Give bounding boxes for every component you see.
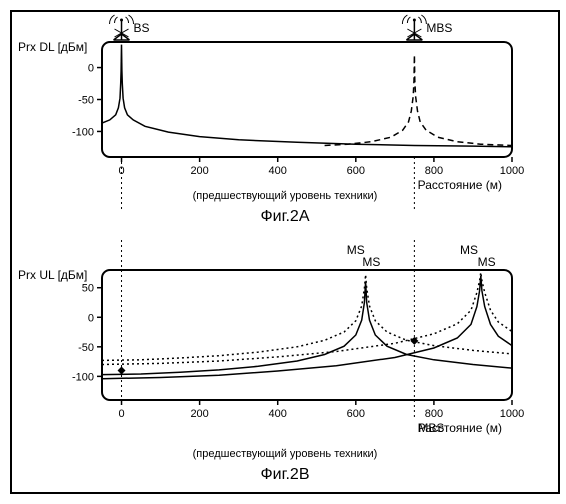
xtick-label: 1000 (500, 408, 524, 420)
ytick-label: -100 (72, 371, 94, 383)
chart-b-caption: Фиг.2B (12, 466, 558, 484)
antenna-label: MBS (426, 21, 452, 35)
plot-border (102, 270, 512, 400)
chart-a-prior-art: (предшествующий уровень техники) (12, 190, 558, 202)
MBS-curve (325, 55, 512, 146)
xtick-label: 200 (190, 165, 208, 177)
chart-b-block: Prx UL [дБм] 50 0 -50 -100 0 200 400 600 800 1000… (12, 240, 558, 492)
chart-a-ytitle: Prx DL [дБм] (18, 40, 87, 54)
xtick-label: 600 (347, 408, 365, 420)
xtick-label: 600 (347, 165, 365, 177)
y-axis: 50 0 -50 -100 (72, 283, 102, 384)
ms-label: MS (460, 243, 478, 257)
y-axis: 0 -50 -100 (72, 63, 102, 139)
antenna-label: BS (134, 21, 150, 35)
xtick-label: 0 (118, 165, 124, 177)
xtick-label: 200 (190, 408, 208, 420)
antenna-tip (413, 19, 416, 22)
BS-curve (102, 45, 512, 147)
xtick-label: 1000 (500, 165, 524, 177)
xtick-label: 400 (269, 408, 287, 420)
xtick-label: 800 (425, 408, 443, 420)
MS2-dot (102, 272, 512, 364)
ytick-label: 50 (82, 283, 94, 295)
x-axis: 0 200 400 600 800 1000 (118, 157, 524, 177)
MS1-dot (102, 275, 512, 361)
ytick-label: -50 (78, 342, 94, 354)
xtick-label: 0 (118, 408, 124, 420)
chart-b-svg: 500-50-10002004006008001000Расстояние (м… (12, 240, 558, 458)
figure-container: Prx DL [дБм] 0-50-10002004006008001000Ра… (10, 10, 560, 494)
chart-b-prior-art: (предшествующий уровень техники) (12, 448, 558, 460)
ytick-label: -100 (72, 126, 94, 138)
antenna-tip (120, 19, 123, 22)
ytick-label: 0 (88, 63, 94, 75)
ms-label: MS (362, 255, 380, 269)
chart-a-svg: 0-50-10002004006008001000Расстояние (м)B… (12, 12, 558, 212)
chart-a-caption: Фиг.2A (12, 208, 558, 226)
x-axis: 0 200 400 600 800 1000 (118, 400, 524, 420)
ytick-label: -50 (78, 95, 94, 107)
xtick-label: 400 (269, 165, 287, 177)
chart-b-ytitle: Prx UL [дБм] (18, 268, 87, 282)
mbs-bottom-label: MBS (418, 421, 444, 435)
xtick-label: 800 (425, 165, 443, 177)
ytick-label: 0 (88, 312, 94, 324)
ms-label: MS (478, 255, 496, 269)
chart-a-block: Prx DL [дБм] 0-50-10002004006008001000Ра… (12, 12, 558, 252)
MS1-solid (102, 282, 512, 375)
